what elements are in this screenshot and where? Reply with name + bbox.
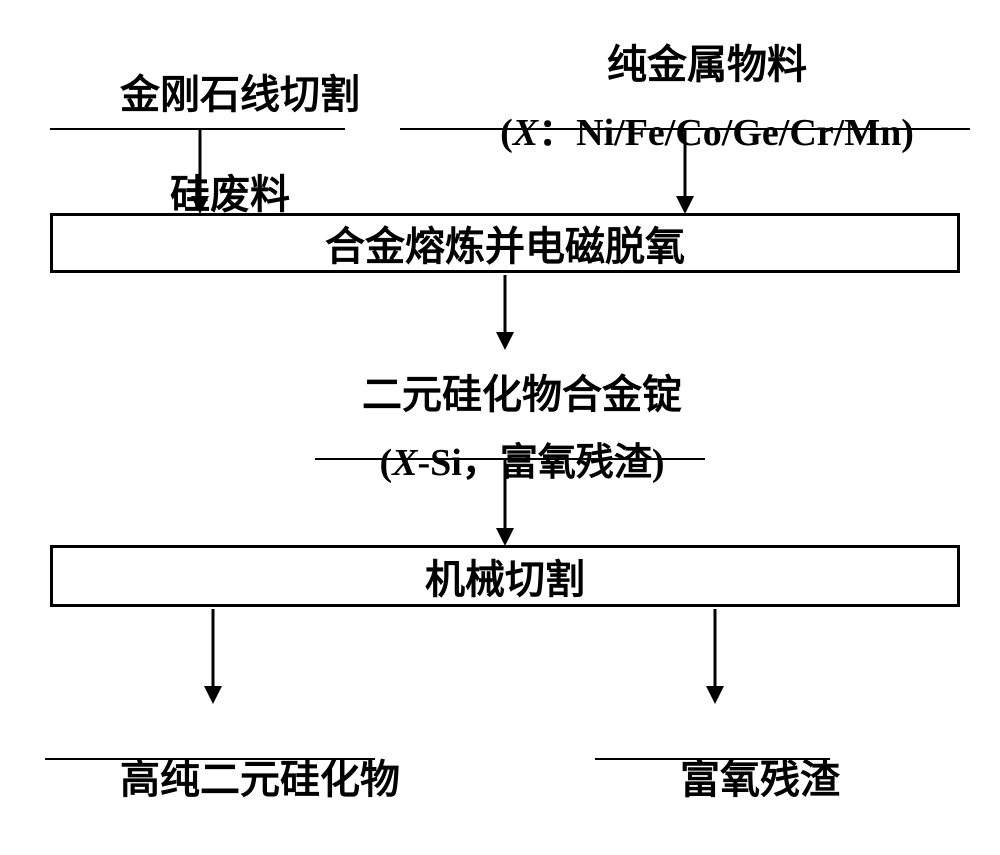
- arrows-layer: [15, 15, 985, 803]
